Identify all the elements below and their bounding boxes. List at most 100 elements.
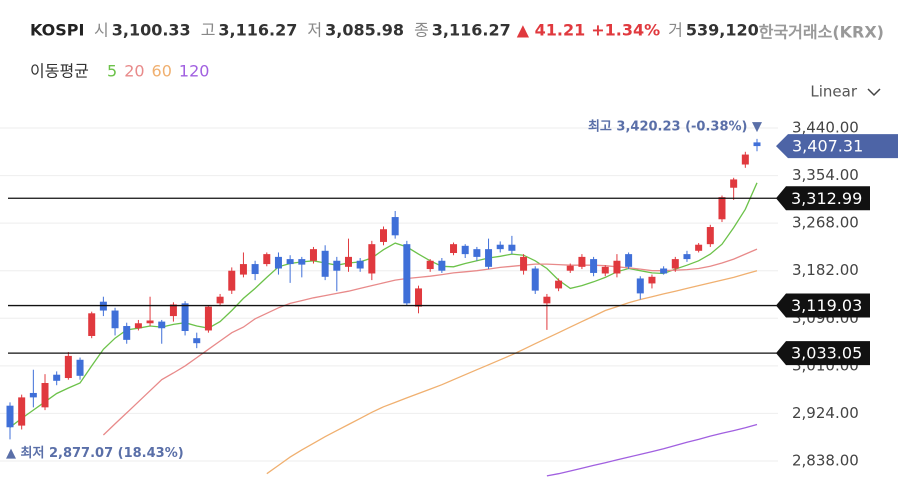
candle-body: [286, 259, 294, 265]
candle-body: [309, 249, 317, 261]
candle-body: [193, 338, 201, 344]
candle-body: [555, 280, 563, 289]
candle-body: [111, 310, 119, 329]
candle-body: [578, 256, 586, 267]
quote-value: 3,116.27: [218, 21, 297, 40]
candle-body: [29, 392, 37, 398]
change: ▲ 41.21: [517, 21, 585, 40]
candle-body: [473, 249, 481, 257]
candle-body: [6, 405, 14, 428]
dropdown-chevron[interactable]: [867, 88, 881, 97]
change-pct: +1.34%: [591, 21, 660, 40]
candle-body: [601, 266, 609, 274]
y-tick-label: 2,838.00: [792, 452, 859, 470]
candle-body: [683, 254, 691, 260]
ma-title: 이동평균: [30, 62, 89, 81]
candle-body: [146, 320, 154, 324]
price-label-bg: [776, 341, 870, 366]
candle-body: [333, 260, 341, 271]
candle-body: [461, 245, 469, 255]
candle-body: [636, 278, 644, 294]
candle-body: [695, 244, 703, 251]
candle-body: [123, 326, 131, 340]
candle-body: [391, 217, 399, 236]
candle-body: [368, 244, 376, 274]
y-tick-label: 3,354.00: [792, 166, 859, 184]
last-price-bg: [776, 134, 898, 159]
grid: [0, 127, 778, 462]
source: 한국거래소(KRX): [759, 23, 884, 42]
plot: [6, 138, 761, 477]
candle-body: [625, 254, 633, 267]
candle-body: [158, 321, 166, 329]
candle-body: [590, 259, 598, 273]
candle-body: [88, 313, 96, 336]
ma-line: [546, 423, 758, 477]
quote-label: 종: [414, 21, 429, 40]
ma-line: [266, 270, 758, 475]
candle-body: [134, 323, 142, 329]
candle-body: [730, 179, 738, 188]
quote-value: 3,116.27: [432, 21, 511, 40]
quote-value: 3,085.98: [325, 21, 404, 40]
candle-body: [660, 268, 668, 274]
candle-body: [613, 260, 621, 274]
candle-body: [76, 359, 84, 376]
y-tick-label: 2,924.00: [792, 404, 859, 422]
candle-body: [496, 244, 504, 250]
candle-body: [566, 265, 574, 271]
low-note: ▲ 최저 2,877.07 (18.43%): [6, 446, 184, 461]
candle-body: [450, 244, 458, 254]
candle-body: [356, 260, 364, 269]
candle-body: [228, 270, 236, 291]
candle-body: [741, 154, 749, 165]
y-tick-label: 3,440.00: [792, 119, 859, 137]
candle-body: [718, 197, 726, 220]
legend-entry: 20: [124, 62, 144, 81]
y-tick-label: 3,268.00: [792, 214, 859, 232]
legend-entry: 5: [107, 62, 117, 81]
candle-body: [648, 276, 656, 284]
price-label: 3,119.03: [791, 296, 862, 315]
candle-body: [251, 264, 259, 275]
candle-body: [508, 244, 516, 251]
candle-body: [706, 227, 714, 245]
candle-body: [543, 296, 551, 304]
candle-body: [64, 355, 72, 379]
quote-value: 3,100.33: [112, 21, 191, 40]
ma-legend: 5 20 60 120: [107, 62, 209, 81]
candle-body: [298, 259, 306, 265]
candle-body: [520, 256, 528, 271]
price-label: 3,312.99: [791, 189, 862, 208]
ma-line: [9, 182, 758, 428]
candle-body: [216, 296, 224, 304]
candle-body: [426, 260, 434, 270]
candle-body: [263, 254, 271, 265]
index-name: KOSPI: [30, 21, 84, 40]
candle-body: [485, 249, 493, 267]
scale-mode[interactable]: Linear: [810, 83, 857, 101]
volume-label: 거: [668, 21, 683, 40]
price-label-bg: [776, 293, 870, 318]
overlay: 3,312.99 3,119.03 3,033.05 3,407.31 최고 3,420…: [6, 119, 898, 461]
candle-body: [321, 250, 329, 277]
candle-body: [181, 303, 189, 332]
candle-body: [344, 256, 352, 267]
last-price-label: 3,407.31: [792, 137, 863, 156]
ma-line: [102, 248, 758, 436]
candle-body: [531, 268, 539, 291]
candle-body: [438, 260, 446, 271]
quote-label: 시: [94, 21, 109, 40]
candle-body: [403, 244, 411, 304]
quote-label: 고: [201, 21, 216, 40]
candle-body: [53, 374, 61, 381]
price-label: 3,033.05: [791, 344, 862, 363]
high-note: 최고 3,420.23 (-0.38%) ▼: [588, 119, 762, 134]
legend-entry: 60: [152, 62, 172, 81]
y-tick-label: 3,182.00: [792, 261, 859, 279]
candle-body: [41, 383, 49, 408]
candle-body: [239, 264, 247, 275]
quote-header: 시 3,100.33 고 3,116.27 저 3,085.98 종 3,116.27 ▲ 41…: [94, 21, 759, 40]
candle-body: [671, 259, 679, 269]
